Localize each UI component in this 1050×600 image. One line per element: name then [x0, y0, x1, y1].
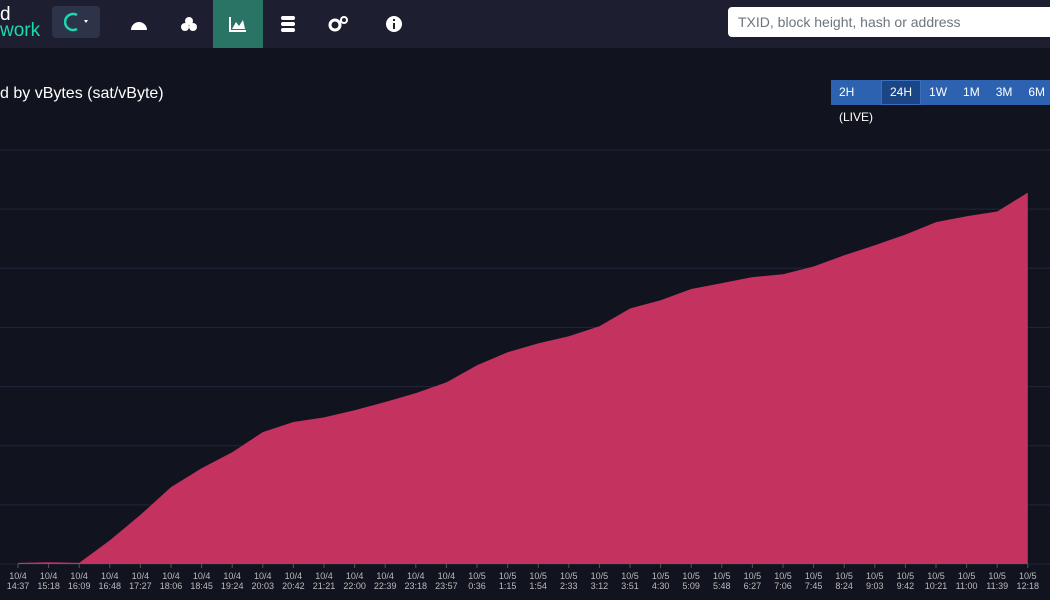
x-tick-label: 10/5 [866, 571, 884, 581]
nav-graphs[interactable] [213, 0, 263, 48]
logo-text: d [0, 4, 11, 25]
x-tick-label: 23:57 [435, 581, 458, 591]
x-tick-label: 10/4 [162, 571, 180, 581]
x-tick-label: 9:42 [897, 581, 915, 591]
range-button[interactable]: 2H (LIVE) [831, 80, 881, 124]
x-tick-label: 11:00 [956, 581, 978, 591]
nav-about[interactable] [369, 0, 419, 48]
x-tick-label: 7:06 [774, 581, 792, 591]
x-tick-label: 8:24 [835, 581, 853, 591]
x-tick-label: 10/4 [285, 571, 303, 581]
x-tick-label: 10/5 [468, 571, 486, 581]
chart-title: d by vBytes (sat/vByte) [0, 85, 164, 102]
x-tick-label: 16:48 [99, 581, 122, 591]
x-tick-label: 10/4 [193, 571, 211, 581]
x-tick-label: 10/4 [40, 571, 58, 581]
network-selector[interactable] [52, 6, 100, 38]
network-icon [63, 12, 88, 32]
x-tick-label: 1:15 [499, 581, 517, 591]
x-tick-label: 10/5 [958, 571, 976, 581]
x-tick-label: 10/4 [223, 571, 241, 581]
x-tick-label: 1:54 [529, 581, 547, 591]
range-button[interactable]: 3M [987, 80, 1021, 105]
navbar: d work TXID, block height, hash or addre… [0, 0, 1050, 48]
x-tick-label: 3:51 [621, 581, 639, 591]
area [18, 192, 1028, 564]
x-tick-label: 10/5 [682, 571, 700, 581]
x-tick-label: 10/5 [744, 571, 762, 581]
x-tick-label: 7:45 [805, 581, 823, 591]
x-tick-label: 10/5 [988, 571, 1006, 581]
x-tick-label: 10/4 [346, 571, 364, 581]
x-tick-label: 10/5 [835, 571, 853, 581]
range-button[interactable]: 1M [955, 80, 988, 105]
logo-text: work [0, 20, 41, 41]
x-tick-label: 10/4 [407, 571, 425, 581]
x-tick-label: 5:48 [713, 581, 731, 591]
x-tick-label: 10/5 [927, 571, 945, 581]
x-tick-label: 10/5 [499, 571, 517, 581]
x-tick-label: 4:30 [652, 581, 670, 591]
x-tick-label: 12:18 [1017, 581, 1040, 591]
x-tick-label: 10/5 [805, 571, 823, 581]
range-button[interactable]: 24H [881, 80, 922, 105]
x-tick-label: 10/4 [254, 571, 272, 581]
search-input[interactable]: TXID, block height, hash or address [728, 7, 1050, 37]
x-tick-label: 11:39 [986, 581, 1008, 591]
range-buttons: 2H (LIVE) 24H 1W 1M 3M 6M [831, 80, 1050, 124]
x-tick-label: 10/5 [713, 571, 731, 581]
x-tick-label: 10/4 [70, 571, 88, 581]
x-tick-label: 10/4 [132, 571, 150, 581]
x-tick-label: 0:36 [468, 581, 486, 591]
range-button[interactable]: 1W [921, 80, 956, 105]
x-tick-label: 14:37 [7, 581, 30, 591]
x-tick-label: 17:27 [129, 581, 152, 591]
x-tick-label: 10/5 [897, 571, 915, 581]
x-tick-label: 2:33 [560, 581, 578, 591]
x-tick-label: 16:09 [68, 581, 91, 591]
x-tick-label: 10:21 [925, 581, 948, 591]
x-tick-label: 10/5 [774, 571, 792, 581]
x-tick-label: 10/4 [315, 571, 333, 581]
x-tick-label: 10/5 [560, 571, 578, 581]
x-tick-label: 9:03 [866, 581, 884, 591]
nav-tools[interactable] [313, 0, 363, 48]
x-tick-label: 21:21 [313, 581, 336, 591]
x-tick-label: 20:03 [252, 581, 275, 591]
x-tick-label: 20:42 [282, 581, 305, 591]
x-tick-label: 18:45 [190, 581, 213, 591]
x-tick-label: 10/5 [652, 571, 670, 581]
x-tick-label: 10/4 [438, 571, 456, 581]
x-tick-label: 15:18 [37, 581, 60, 591]
range-button[interactable]: 6M [1020, 80, 1050, 105]
x-tick-label: 6:27 [744, 581, 762, 591]
nav-dashboard[interactable] [114, 0, 164, 48]
x-tick-label: 18:06 [160, 581, 183, 591]
x-tick-label: 10/4 [101, 571, 119, 581]
x-tick-label: 10/5 [621, 571, 639, 581]
nav-blocks[interactable] [164, 0, 214, 48]
x-tick-label: 10/5 [529, 571, 547, 581]
x-tick-label: 5:09 [682, 581, 700, 591]
x-tick-label: 19:24 [221, 581, 244, 591]
x-tick-label: 10/4 [376, 571, 394, 581]
x-tick-label: 3:12 [591, 581, 609, 591]
nav-database[interactable] [263, 0, 313, 48]
x-tick-label: 22:00 [343, 581, 366, 591]
x-tick-label: 22:39 [374, 581, 397, 591]
x-tick-label: 23:18 [405, 581, 428, 591]
x-tick-label: 10/5 [591, 571, 609, 581]
x-tick-label: 10/5 [1019, 571, 1037, 581]
x-tick-label: 10/4 [9, 571, 27, 581]
